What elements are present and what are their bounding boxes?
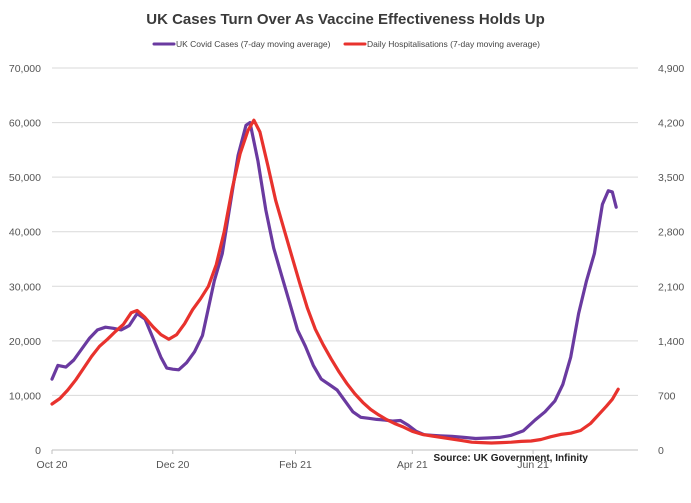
- y-right-tick-label: 700: [658, 390, 676, 402]
- y-right-tick-label: 0: [658, 445, 664, 457]
- x-tick-label: Feb 21: [279, 459, 312, 471]
- y-right-tick-label: 2,100: [658, 281, 684, 293]
- y-right-tick-label: 1,400: [658, 336, 684, 348]
- x-tick-label: Dec 20: [156, 459, 189, 471]
- legend-item-hospitalisations: Daily Hospitalisations (7-day moving ave…: [343, 39, 540, 49]
- x-axis: Oct 20 Dec 20 Feb 21 Apr 21 Jun 21: [37, 450, 549, 471]
- y-left-tick-label: 70,000: [9, 63, 41, 75]
- y-left-tick-label: 10,000: [9, 390, 41, 402]
- y-left-tick-label: 30,000: [9, 281, 41, 293]
- y-left-tick-label: 60,000: [9, 118, 41, 130]
- x-tick-label: Oct 20: [37, 459, 68, 471]
- y-left-tick-label: 20,000: [9, 336, 41, 348]
- plot-area: [50, 118, 620, 445]
- gridlines: [52, 67, 638, 451]
- y-right-tick-label: 4,900: [658, 63, 684, 75]
- chart-title: UK Cases Turn Over As Vaccine Effectiven…: [146, 11, 544, 28]
- y-axis-left: 0 10,000 20,000 30,000 40,000 50,000 60,000 70,…: [9, 63, 41, 457]
- y-left-tick-label: 40,000: [9, 227, 41, 239]
- series-line-cases: [50, 121, 618, 441]
- legend-item-cases: UK Covid Cases (7-day moving average): [152, 39, 331, 49]
- legend-label-cases: UK Covid Cases (7-day moving average): [176, 39, 331, 49]
- y-right-tick-label: 2,800: [658, 227, 684, 239]
- legend: UK Covid Cases (7-day moving average) Da…: [152, 39, 540, 49]
- y-left-tick-label: 0: [35, 445, 41, 457]
- y-left-tick-label: 50,000: [9, 172, 41, 184]
- x-tick-label: Apr 21: [397, 459, 428, 471]
- y-right-tick-label: 4,200: [658, 118, 684, 130]
- y-right-tick-label: 3,500: [658, 172, 684, 184]
- x-tick-label: Jun 21: [517, 459, 549, 471]
- y-axis-right: 0 700 1,400 2,100 2,800 3,500 4,200 4,900: [658, 63, 684, 457]
- source-note: Source: UK Government, Infinity: [434, 453, 589, 464]
- legend-label-hospitalisations: Daily Hospitalisations (7-day moving ave…: [367, 39, 540, 49]
- series-line-hospitalisations: [50, 118, 620, 445]
